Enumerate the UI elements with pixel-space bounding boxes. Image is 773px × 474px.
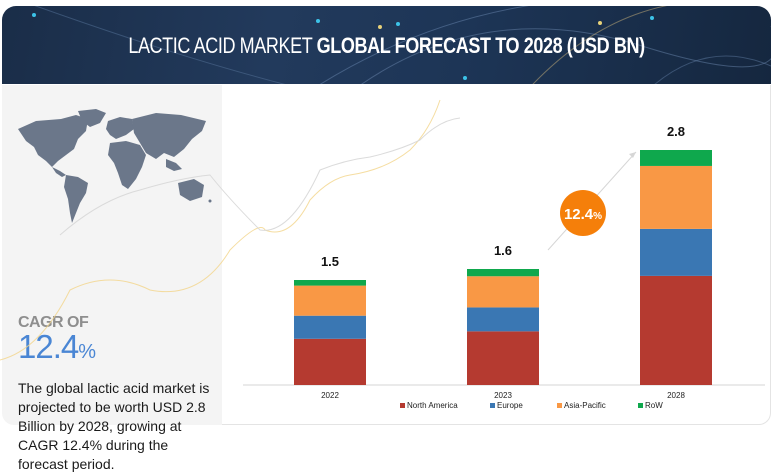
banner-decoration [32,6,771,84]
bar-segment-row-2023 [467,269,539,277]
cagr-bubble-label: 12.4% [564,206,602,223]
legend-swatch-north-america [400,403,405,408]
bar-segment-asia-pacific-2023 [467,276,539,308]
bar-segment-north-america-2028 [640,275,712,385]
total-label-2023: 1.6 [494,243,512,258]
bar-segment-north-america-2023 [467,331,539,385]
total-label-2028: 2.8 [667,124,685,139]
x-tick-label-2023: 2023 [494,391,512,400]
stacked-bar-chart: 1.5 2022 1.6 2023 2.8 2028 12.4% North Americ… [243,124,765,410]
bar-segment-europe-2022 [294,315,366,339]
bar-segment-europe-2028 [640,228,712,276]
legend-label-north-america: North America [407,401,458,410]
legend-label-europe: Europe [497,401,523,410]
bar-segment-europe-2023 [467,307,539,332]
legend-swatch-europe [490,403,495,408]
x-tick-label-2022: 2022 [321,391,339,400]
title-part-2: GLOBAL FORECAST TO 2028 (USD BN) [316,33,645,58]
x-tick-label-2028: 2028 [667,391,685,400]
header-banner: LACTIC ACID MARKET GLOBAL FORECAST TO 20… [2,6,771,84]
cagr-bubble [560,190,606,236]
title-part-1: LACTIC ACID MARKET [128,33,317,58]
bar-segment-row-2022 [294,280,366,286]
legend-label-asia-pacific: Asia-Pacific [564,401,606,410]
bar-segment-north-america-2022 [294,338,366,385]
bar-segment-asia-pacific-2022 [294,285,366,316]
chart-title: LACTIC ACID MARKET GLOBAL FORECAST TO 20… [71,33,702,59]
cagr-bubble-value: 12.4 [564,206,594,223]
chart-area [222,85,771,425]
total-label-2022: 1.5 [321,254,339,269]
growth-arrow-head [629,152,636,158]
legend-swatch-row [638,403,643,408]
legend-swatch-asia-pacific [557,403,562,408]
bar-segment-asia-pacific-2028 [640,165,712,229]
bar-segment-row-2028 [640,150,712,166]
cagr-bubble-unit: % [593,211,602,222]
legend-label-row: RoW [645,401,663,410]
